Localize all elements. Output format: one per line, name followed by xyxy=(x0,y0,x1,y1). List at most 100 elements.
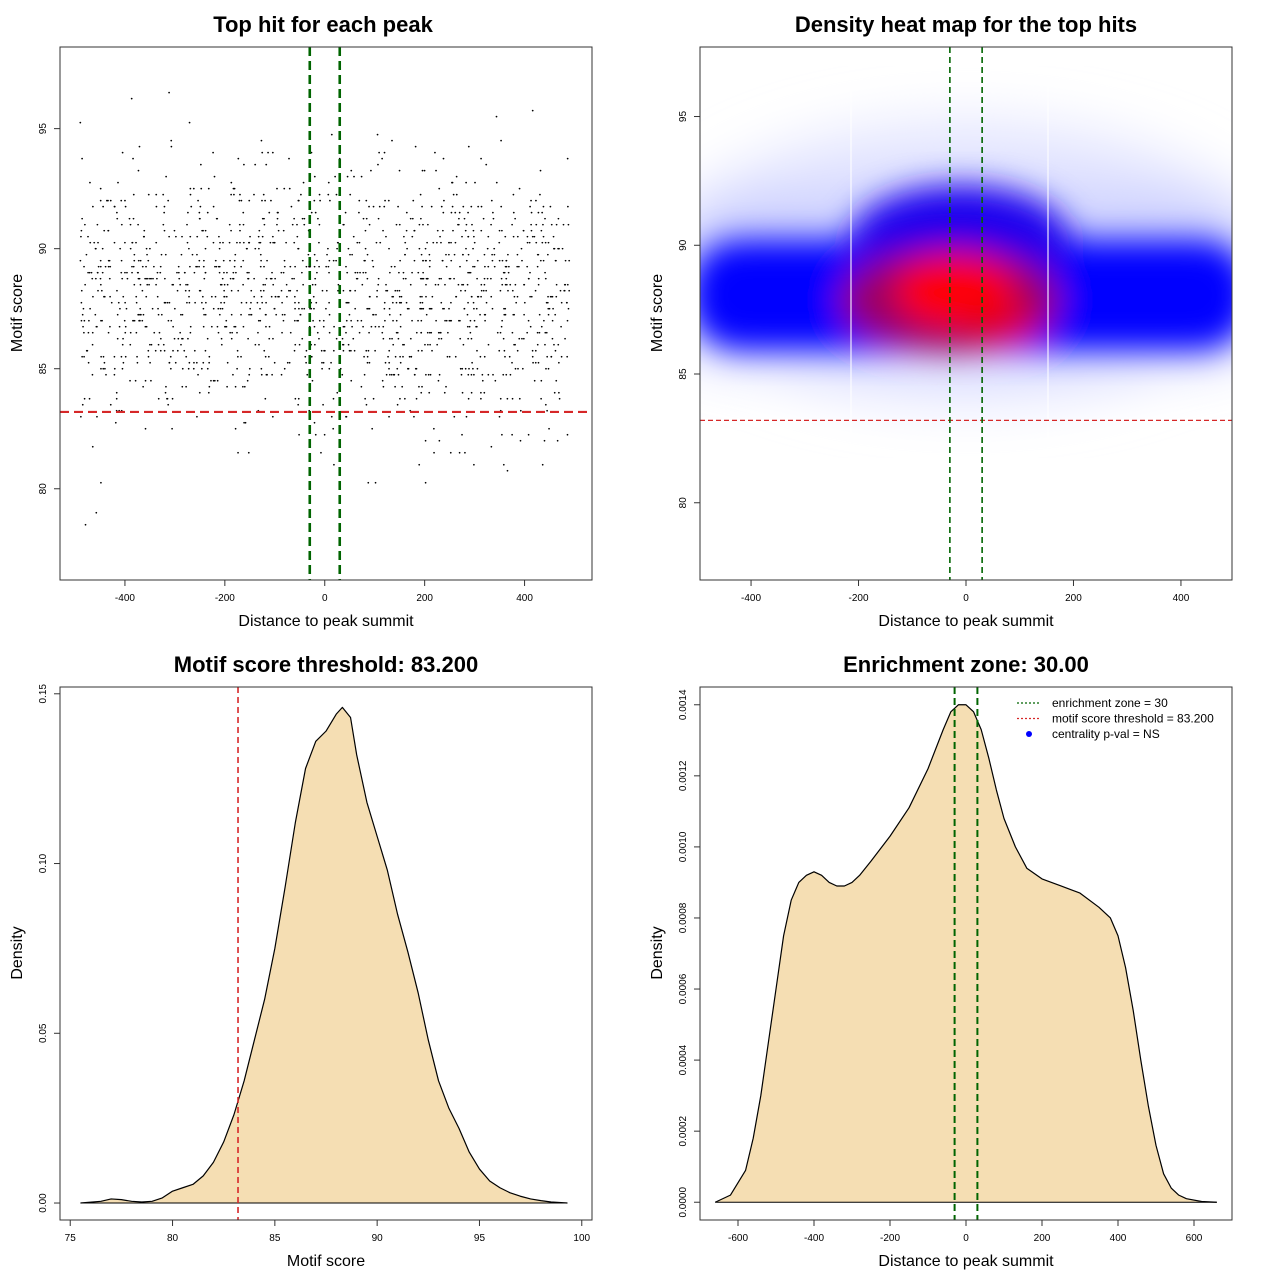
scatter-point xyxy=(280,373,283,376)
scatter-point xyxy=(318,265,320,268)
scatter-point xyxy=(225,319,228,322)
scatter-point xyxy=(529,205,531,208)
scatter-point xyxy=(259,319,262,322)
scatter-point xyxy=(418,385,420,388)
scatter-point xyxy=(558,361,560,364)
scatter-point xyxy=(286,361,289,364)
distance-density-title: Enrichment zone: 30.00 xyxy=(843,652,1089,677)
scatter-point xyxy=(124,205,127,208)
scatter-point xyxy=(206,211,209,214)
scatter-point xyxy=(166,301,169,304)
scatter-point xyxy=(467,301,469,304)
scatter-point xyxy=(484,265,486,268)
heatmap-x-tick-label: -400 xyxy=(741,593,761,604)
scatter-point xyxy=(365,217,368,220)
scatter-point xyxy=(403,235,405,238)
scatter-point xyxy=(399,313,402,316)
scatter-point xyxy=(482,289,485,292)
scatter-point xyxy=(476,349,478,352)
scatter-point xyxy=(190,205,193,208)
scatter-point xyxy=(369,295,371,298)
scatter-point xyxy=(470,205,473,208)
scatter-point xyxy=(442,157,445,160)
scatter-point xyxy=(399,301,402,304)
scatter-point xyxy=(311,283,314,286)
scatter-point xyxy=(193,349,196,352)
scatter-point xyxy=(395,319,398,322)
scatter-point xyxy=(192,187,195,190)
scatter-point xyxy=(406,247,408,250)
scatter-point xyxy=(420,391,423,394)
scatter-point xyxy=(97,241,99,244)
scatter-point xyxy=(516,349,519,352)
scatter-point xyxy=(301,217,304,220)
scatter-point xyxy=(429,343,431,346)
scatter-point xyxy=(376,295,378,298)
scatter-point xyxy=(270,199,272,202)
scatter-point xyxy=(173,337,176,340)
scatter-point xyxy=(81,217,83,220)
scatter-point xyxy=(115,391,118,394)
scatter-point xyxy=(444,283,446,286)
scatter-point xyxy=(368,331,370,334)
scatter-point xyxy=(124,331,127,334)
scatter-point xyxy=(461,283,463,286)
scatter-point xyxy=(404,241,407,244)
scatter-point xyxy=(545,367,547,370)
scatter-point xyxy=(531,235,534,238)
scatter-point xyxy=(116,217,119,220)
scatter-point xyxy=(375,313,377,316)
scatter-point xyxy=(552,307,554,310)
scatter-point xyxy=(561,247,564,250)
scatter-point xyxy=(461,367,464,370)
score-density-panel: Motif score threshold: 83.200 75 80 85 90 95… xyxy=(9,652,593,1270)
scatter-point xyxy=(472,229,475,232)
scatter-point xyxy=(185,385,187,388)
score-density-title: Motif score threshold: 83.200 xyxy=(174,652,478,677)
scatter-point xyxy=(518,337,521,340)
scatter-point xyxy=(150,277,152,280)
scatter-point xyxy=(179,331,182,334)
scatter-point xyxy=(547,295,549,298)
scatter-point xyxy=(523,283,526,286)
scatter-point xyxy=(113,205,116,208)
scatter-point xyxy=(186,283,189,286)
scatter-point xyxy=(305,265,308,268)
scatter-point xyxy=(544,331,547,334)
scatter-point xyxy=(395,331,398,334)
scatter-point xyxy=(181,367,184,370)
scatter-point xyxy=(276,217,279,220)
scatter-point xyxy=(239,193,241,196)
scatter-point xyxy=(372,397,375,400)
scatter-point xyxy=(459,319,461,322)
scatter-point xyxy=(155,193,158,196)
scatter-point xyxy=(189,265,191,268)
scatter-point xyxy=(293,277,295,280)
scatter-point xyxy=(291,277,294,280)
scatter-point xyxy=(142,313,145,316)
scatter-point xyxy=(289,331,292,334)
scatter-point xyxy=(376,289,379,292)
scatter-point xyxy=(257,319,260,322)
scatter-point xyxy=(328,331,331,334)
scatter-point xyxy=(473,319,476,322)
scatter-point xyxy=(420,331,422,334)
scatter-point xyxy=(141,289,144,292)
scatter-point xyxy=(163,211,166,214)
scatter-point xyxy=(362,325,364,328)
scatter-point xyxy=(307,253,310,256)
scatter-point xyxy=(268,325,271,328)
scatter-point xyxy=(153,265,155,268)
scatter-point xyxy=(261,217,264,220)
scatter-point xyxy=(313,199,316,202)
scatter-point xyxy=(242,241,245,244)
scatter-point xyxy=(88,397,91,400)
scatter-point xyxy=(198,265,200,268)
scatter-point xyxy=(213,379,216,382)
scatter-point xyxy=(464,229,467,232)
scatter-point xyxy=(186,301,188,304)
scatter-point xyxy=(142,385,144,388)
scatter-point xyxy=(164,301,167,304)
scatter-point xyxy=(564,259,567,262)
scatter-point xyxy=(365,349,368,352)
